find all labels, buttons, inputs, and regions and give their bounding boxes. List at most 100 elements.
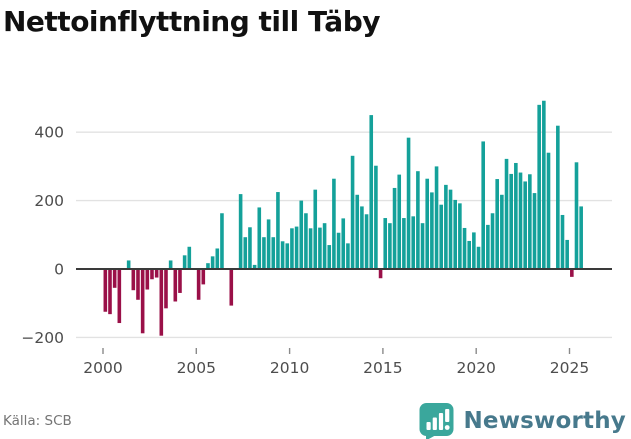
bar [570, 269, 574, 277]
bar [308, 228, 313, 269]
bar [140, 269, 145, 334]
bar [388, 223, 392, 269]
bar [500, 194, 504, 269]
bar [346, 243, 350, 269]
bar [462, 227, 467, 269]
bar [490, 213, 495, 269]
bar [453, 199, 458, 269]
bar [154, 269, 159, 278]
bar [397, 174, 402, 269]
bar [355, 194, 360, 269]
bar [546, 152, 551, 269]
bar [210, 256, 215, 269]
bar [168, 260, 173, 269]
newsworthy-logo[interactable]: Newsworthy [419, 402, 626, 439]
bar [560, 214, 565, 269]
bar [523, 181, 527, 269]
bar [411, 216, 416, 269]
bar [458, 203, 462, 269]
bar [313, 189, 318, 269]
bar [565, 239, 569, 269]
bar [117, 269, 122, 324]
bar [579, 206, 583, 269]
bar [164, 269, 168, 309]
bar [150, 269, 154, 280]
bar [532, 193, 537, 269]
bar [542, 100, 546, 270]
bar [266, 219, 271, 269]
bar [467, 240, 472, 269]
bar [364, 214, 369, 269]
x-axis-tick-label: 2020 [456, 359, 495, 377]
bar [378, 269, 383, 279]
bar [486, 224, 490, 269]
bar [518, 172, 523, 269]
y-axis-tick-label: 400 [34, 124, 64, 142]
bar [360, 206, 364, 269]
newsworthy-logo-icon [419, 402, 454, 439]
bar [420, 223, 425, 269]
bar [327, 245, 332, 269]
bar [220, 213, 224, 269]
x-axis-tick-label: 2005 [177, 359, 216, 377]
bar [108, 269, 112, 315]
y-axis-tick-label: 200 [34, 192, 64, 210]
bar [369, 115, 374, 269]
bar [322, 223, 327, 269]
bar [243, 237, 248, 269]
bar [574, 162, 579, 269]
bar [196, 269, 201, 300]
bar [341, 218, 346, 269]
bar [131, 269, 136, 291]
bar [126, 260, 131, 269]
bar [187, 246, 192, 269]
bar [504, 158, 509, 269]
bar [374, 165, 378, 269]
bar [537, 104, 541, 269]
bar [434, 166, 439, 269]
chart-title: Nettoinflyttning till Täby [3, 5, 381, 38]
bar [425, 178, 430, 269]
bar [206, 263, 210, 269]
bar [229, 269, 234, 306]
bar [159, 269, 164, 336]
x-axis-tick-label: 2015 [363, 359, 402, 377]
bar [136, 269, 140, 300]
bar [350, 155, 355, 269]
source-label: Källa: SCB [3, 413, 72, 429]
bar [472, 232, 476, 269]
y-axis-tick-label: 0 [54, 261, 64, 279]
bar [262, 237, 266, 269]
chart-footer: Källa: SCB Newsworthy [0, 402, 631, 439]
bar [178, 269, 182, 293]
bar [182, 255, 187, 269]
newsworthy-wordmark: Newsworthy [463, 408, 626, 434]
bar [112, 269, 117, 288]
bar [528, 174, 532, 269]
bar [406, 137, 411, 269]
bar [304, 213, 308, 269]
bar [495, 179, 499, 269]
bar [252, 264, 257, 269]
bar [439, 204, 444, 269]
bar [416, 171, 420, 269]
bar [476, 246, 481, 269]
bar [318, 227, 322, 269]
bar [556, 125, 560, 270]
bar [248, 227, 252, 269]
bar [444, 184, 448, 269]
bar [280, 241, 285, 269]
bar [299, 200, 304, 269]
x-axis-tick-label: 2000 [83, 359, 122, 377]
bar [481, 141, 485, 269]
bar [276, 192, 280, 269]
bar [145, 269, 150, 290]
bar [332, 178, 336, 269]
bar [290, 228, 294, 269]
bar [509, 173, 513, 269]
bar [448, 189, 453, 269]
bar [383, 218, 388, 269]
bar [257, 207, 262, 269]
bar [336, 232, 341, 269]
